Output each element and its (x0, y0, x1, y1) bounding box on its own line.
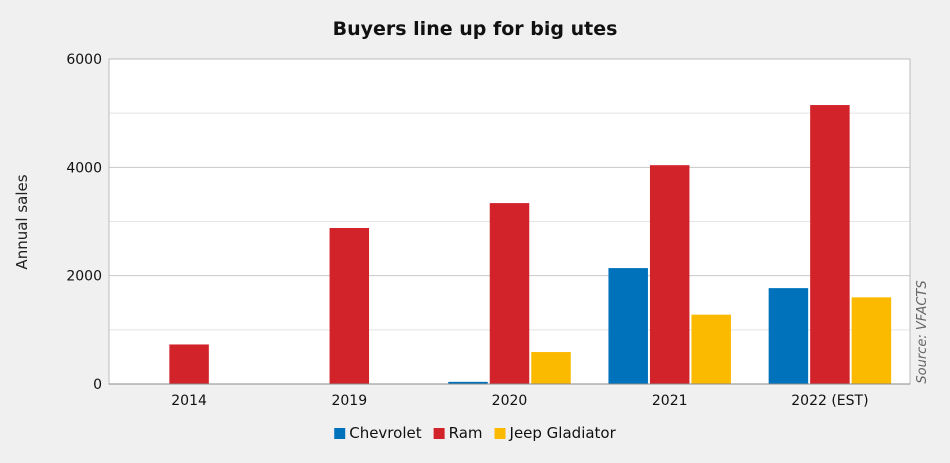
y-tick-label: 2000 (66, 269, 102, 285)
bar-ram-2022-est (810, 105, 850, 385)
bar-ram-2020 (489, 203, 530, 384)
bar-ram-2021 (649, 165, 690, 384)
legend-item-ram: Ram (433, 424, 483, 442)
y-tick-label: 4000 (66, 160, 102, 176)
bar-chevrolet-2021 (608, 268, 648, 384)
bar-jeep-gladiator-2021 (691, 314, 731, 384)
legend-label: Chevrolet (349, 424, 421, 442)
legend: Chevrolet Ram Jeep Gladiator (334, 424, 617, 442)
chart-title: Buyers line up for big utes (333, 18, 618, 40)
bar-ram-2014 (169, 344, 209, 384)
y-axis-label: Annual sales (13, 174, 31, 269)
source-note: Source: VFACTS (915, 280, 930, 383)
legend-label: Jeep Gladiator (509, 424, 617, 442)
legend-item-chevrolet: Chevrolet (334, 424, 422, 442)
x-tick-label: 2020 (492, 393, 528, 409)
legend-swatch (494, 428, 506, 439)
x-tick-label: 2021 (652, 393, 688, 409)
x-tick-label: 2019 (331, 393, 367, 409)
legend-swatch (433, 428, 445, 439)
x-tick-label: 2022 (EST) (791, 393, 868, 409)
bar-chevrolet-2020 (448, 381, 488, 384)
y-tick-label: 6000 (66, 52, 102, 68)
y-tick-label: 0 (93, 377, 102, 393)
bar-ram-2019 (329, 228, 370, 384)
plot-area: 0 2000 4000 6000 2014 2019 2020 2021 2022 (EST) (66, 52, 911, 409)
bar-jeep-gladiator-2022-est (851, 297, 892, 384)
legend-label: Ram (449, 424, 483, 442)
bar-jeep-gladiator-2020 (531, 352, 571, 384)
bar-chevrolet-2022-est (768, 288, 809, 384)
legend-swatch (334, 428, 346, 439)
x-tick-label: 2014 (171, 393, 207, 409)
legend-item-jeep-gladiator: Jeep Gladiator (494, 424, 617, 442)
